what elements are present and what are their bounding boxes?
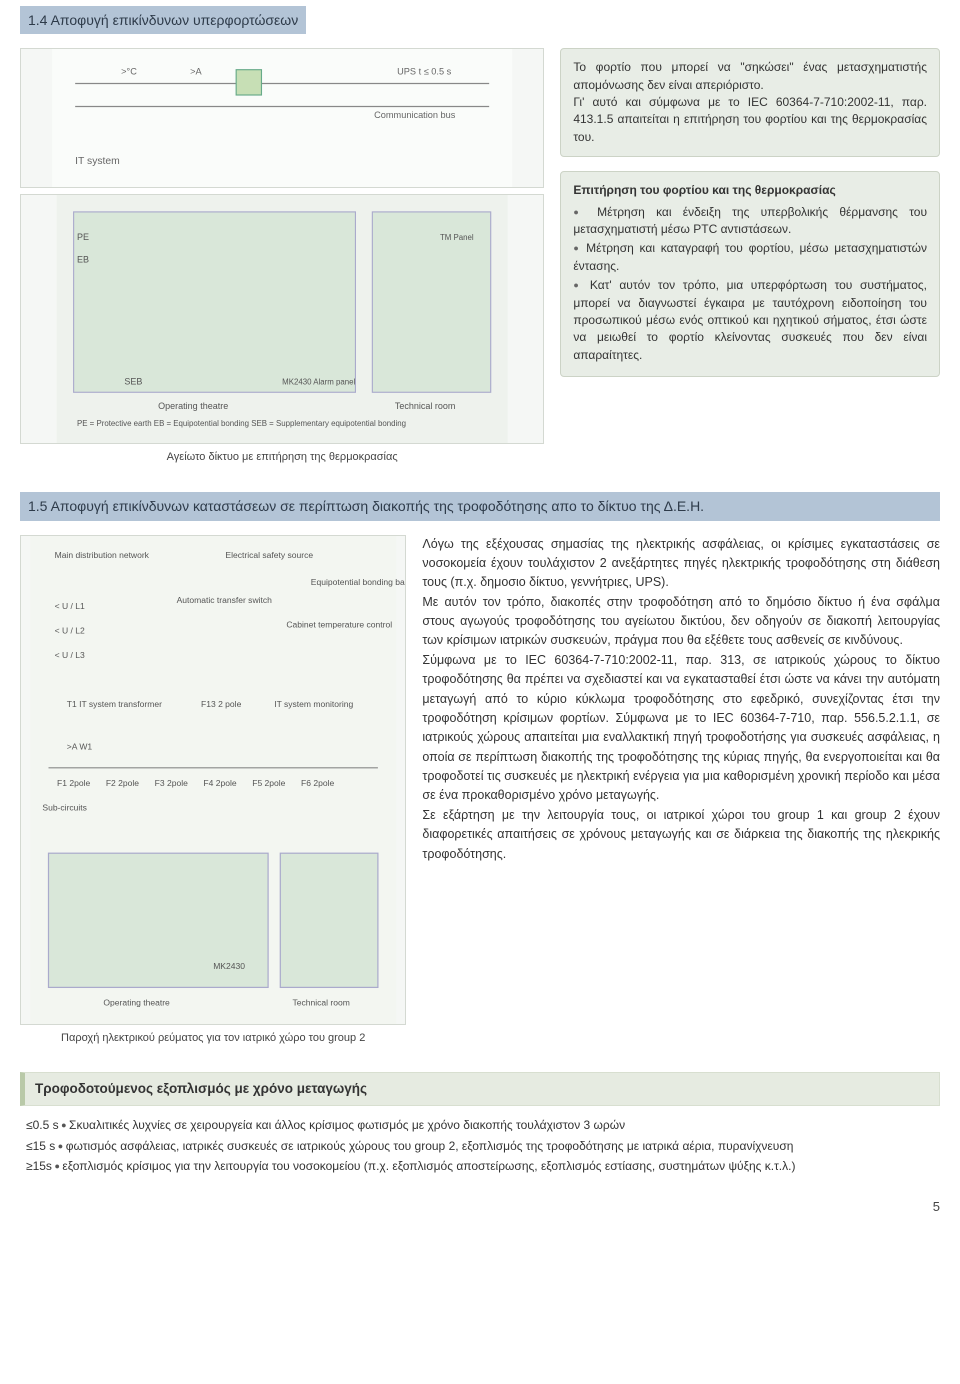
diagram-it-system: IT system UPS t ≤ 0.5 s Communication bu…: [20, 48, 544, 188]
equipment-item-text: φωτισμός ασφάλειας, ιατρικές συσκευές σε…: [66, 1139, 794, 1153]
equipment-item-lead: ≤0.5 s: [26, 1118, 59, 1132]
power-supply-schematic-icon: Main distribution network Electrical saf…: [21, 536, 405, 1024]
svg-text:F4 2pole: F4 2pole: [203, 778, 236, 788]
equipment-item-lead: ≤15 s: [26, 1139, 55, 1153]
svg-text:Communication bus: Communication bus: [374, 110, 456, 120]
info-box-monitoring-list: Μέτρηση και ένδειξη της υπερβολικής θέρμ…: [573, 204, 927, 365]
svg-text:MK2430: MK2430: [213, 961, 245, 971]
equipment-item-text: Σκυαλιτικές λυχνίες σε χειρουργεία και ά…: [69, 1118, 625, 1132]
info-box-monitoring-title: Επιτήρηση του φορτίου και της θερμοκρασί…: [573, 182, 927, 199]
info-box-bullet: Μέτρηση και ένδειξη της υπερβολικής θέρμ…: [573, 204, 927, 239]
equipment-list: ≤0.5 s Σκυαλιτικές λυχνίες σε χειρουργεί…: [20, 1116, 940, 1176]
page-number: 5: [20, 1198, 940, 1217]
theatre-illustration-icon: Operating theatre Technical room PE EB S…: [21, 195, 543, 443]
bullet-icon: [59, 1118, 69, 1132]
svg-text:< U / L1: < U / L1: [55, 601, 85, 611]
svg-text:IT system monitoring: IT system monitoring: [274, 698, 353, 708]
svg-text:PE: PE: [77, 232, 89, 242]
svg-text:Cabinet temperature control: Cabinet temperature control: [286, 619, 392, 629]
section-1-4-row: IT system UPS t ≤ 0.5 s Communication bu…: [20, 48, 940, 474]
equipment-subsection-title: Τροφοδοτούμενος εξοπλισμός με χρόνο μετα…: [20, 1072, 940, 1106]
svg-text:F6 2pole: F6 2pole: [301, 778, 334, 788]
svg-text:TM Panel: TM Panel: [440, 233, 474, 242]
svg-text:EB: EB: [77, 255, 89, 265]
info-box-monitoring: Επιτήρηση του φορτίου και της θερμοκρασί…: [560, 171, 940, 377]
schematic-icon: IT system UPS t ≤ 0.5 s Communication bu…: [21, 49, 543, 187]
svg-text:Equipotential bonding bar: Equipotential bonding bar: [311, 576, 406, 586]
info-box-load-text: Το φορτίο που μπορεί να "σηκώσει" ένας μ…: [573, 59, 927, 146]
svg-text:>°C: >°C: [121, 67, 137, 77]
info-box-bullet: Κατ' αυτόν τον τρόπο, μια υπερφόρτωση το…: [573, 277, 927, 364]
section-1-4-title: 1.4 Αποφυγή επικίνδυνων υπερφορτώσεων: [20, 6, 306, 34]
equipment-item-lead: ≥15s: [26, 1159, 52, 1173]
svg-text:F13 2 pole: F13 2 pole: [201, 698, 242, 708]
svg-text:F3 2pole: F3 2pole: [155, 778, 188, 788]
info-box-load: Το φορτίο που μπορεί να "σηκώσει" ένας μ…: [560, 48, 940, 157]
svg-text:PE = Protective earth EB = E: PE = Protective earth EB = Equipotential…: [77, 419, 406, 428]
equipment-item: ≤0.5 s Σκυαλιτικές λυχνίες σε χειρουργεί…: [26, 1116, 934, 1135]
svg-text:Technical room: Technical room: [395, 401, 456, 411]
svg-text:T1 IT system transformer: T1 IT system transformer: [67, 698, 162, 708]
diagram-2-caption: Παροχή ηλεκτρικού ρεύματος για τον ιατρι…: [20, 1031, 406, 1047]
section-1-4-left-col: IT system UPS t ≤ 0.5 s Communication bu…: [20, 48, 544, 474]
svg-text:Automatic transfer switch: Automatic transfer switch: [177, 595, 273, 605]
svg-text:< U / L3: < U / L3: [55, 650, 85, 660]
diagram-operating-theatre: Operating theatre Technical room PE EB S…: [20, 194, 544, 444]
section-1-5-right-col: Λόγω της εξέχουσας σημασίας της ηλεκτρικ…: [422, 535, 940, 864]
svg-text:F1 2pole: F1 2pole: [57, 778, 90, 788]
svg-text:F2 2pole: F2 2pole: [106, 778, 139, 788]
section-1-5-row: Main distribution network Electrical saf…: [20, 535, 940, 1055]
svg-text:UPS t ≤ 0.5 s: UPS t ≤ 0.5 s: [397, 67, 451, 77]
info-box-bullet: Μέτρηση και καταγραφή του φορτίου, μέσω …: [573, 240, 927, 275]
svg-text:F5 2pole: F5 2pole: [252, 778, 285, 788]
svg-text:>A W1: >A W1: [67, 741, 93, 751]
svg-text:MK2430 Alarm panel: MK2430 Alarm panel: [282, 378, 355, 387]
svg-text:>A: >A: [190, 67, 202, 77]
section-1-5-title: 1.5 Αποφυγή επικίνδυνων καταστάσεων σε π…: [20, 492, 940, 520]
svg-text:IT system: IT system: [75, 156, 120, 167]
section-1-5-left-col: Main distribution network Electrical saf…: [20, 535, 406, 1055]
svg-text:Sub-circuits: Sub-circuits: [42, 802, 87, 812]
svg-text:Main distribution network: Main distribution network: [55, 549, 150, 559]
diagram-1-caption: Αγείωτο δίκτυο με επιτήρηση της θερμοκρα…: [20, 450, 544, 466]
diagram-power-supply-group2: Main distribution network Electrical saf…: [20, 535, 406, 1025]
equipment-item: ≤15 s φωτισμός ασφάλειας, ιατρικές συσκε…: [26, 1137, 934, 1156]
svg-text:Electrical safety source: Electrical safety source: [225, 549, 313, 559]
svg-text:Technical room: Technical room: [292, 997, 349, 1007]
svg-text:Operating theatre: Operating theatre: [158, 401, 228, 411]
equipment-item: ≥15s εξοπλισμός κρίσιμος για την λειτουρ…: [26, 1157, 934, 1176]
svg-text:Operating theatre: Operating theatre: [103, 997, 170, 1007]
svg-text:SEB: SEB: [124, 377, 142, 387]
section-1-4-right-col: Το φορτίο που μπορεί να "σηκώσει" ένας μ…: [560, 48, 940, 391]
section-1-5-body: Λόγω της εξέχουσας σημασίας της ηλεκτρικ…: [422, 535, 940, 864]
bullet-icon: [55, 1139, 65, 1153]
equipment-item-text: εξοπλισμός κρίσιμος για την λειτουργία τ…: [62, 1159, 795, 1173]
svg-text:< U / L2: < U / L2: [55, 625, 85, 635]
bullet-icon: [52, 1159, 62, 1173]
